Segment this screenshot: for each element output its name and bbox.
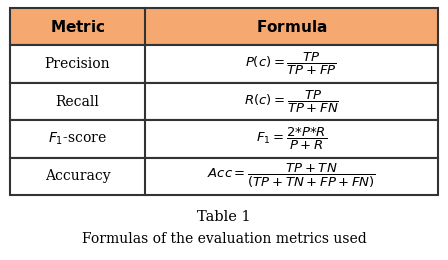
Text: $\mathbf{Formula}$: $\mathbf{Formula}$: [256, 19, 327, 35]
Text: $F_1 = \dfrac{2{*}P{*}R}{P+R}$: $F_1 = \dfrac{2{*}P{*}R}{P+R}$: [256, 126, 327, 152]
Bar: [10, 120, 438, 158]
Text: Precision: Precision: [45, 57, 110, 71]
Text: Recall: Recall: [56, 94, 99, 108]
Text: $P(c) = \dfrac{TP}{TP+FP}$: $P(c) = \dfrac{TP}{TP+FP}$: [246, 51, 337, 77]
Text: $\mathbf{Metric}$: $\mathbf{Metric}$: [50, 19, 105, 35]
Text: Accuracy: Accuracy: [45, 169, 110, 183]
Text: $R(c) = \dfrac{TP}{TP+FN}$: $R(c) = \dfrac{TP}{TP+FN}$: [244, 88, 339, 115]
Bar: [10, 83, 438, 120]
Bar: [10, 8, 438, 46]
Text: $Acc = \dfrac{TP+TN}{(TP+TN+FP+FN)}$: $Acc = \dfrac{TP+TN}{(TP+TN+FP+FN)}$: [207, 162, 376, 190]
Text: Table 1: Table 1: [197, 210, 251, 224]
Bar: [10, 158, 438, 195]
Text: Formulas of the evaluation metrics used: Formulas of the evaluation metrics used: [82, 232, 366, 246]
Text: $F_1$-score: $F_1$-score: [48, 131, 107, 147]
Bar: [10, 46, 438, 83]
